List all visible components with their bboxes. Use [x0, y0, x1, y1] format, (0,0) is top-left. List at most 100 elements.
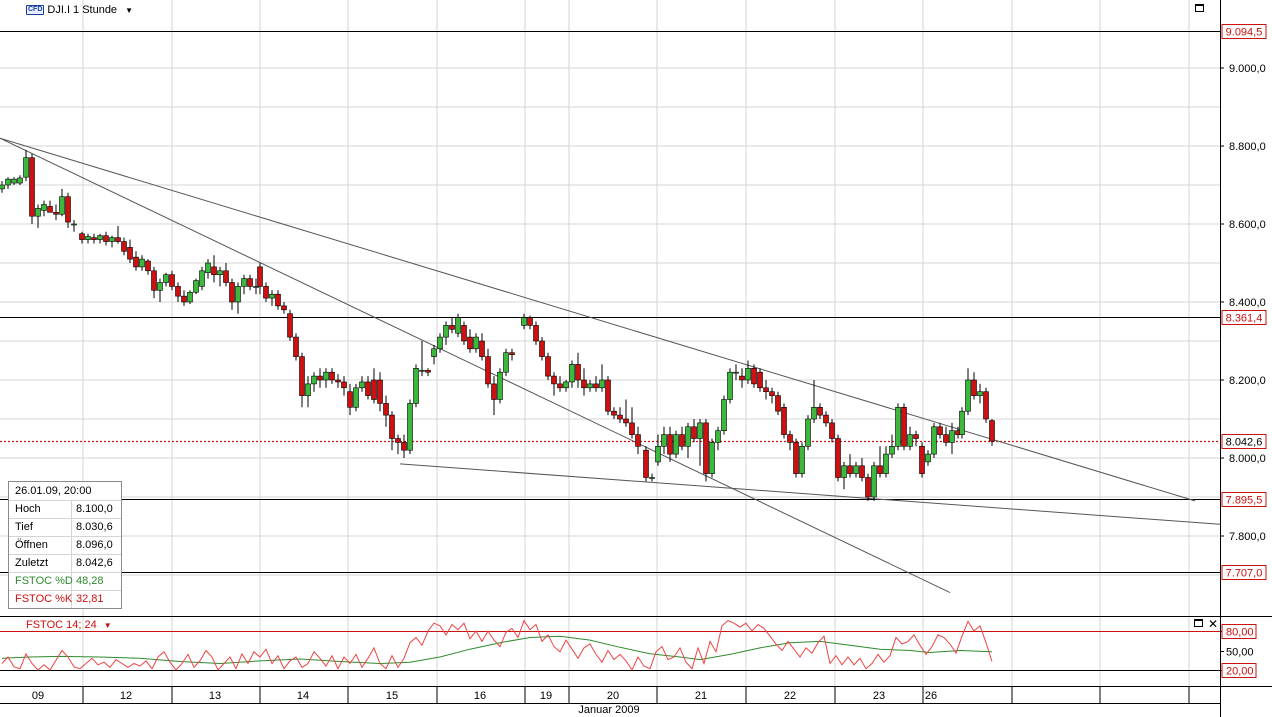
x-tick-label: 22: [784, 690, 796, 702]
info-label: FSTOC %D: [15, 575, 73, 587]
stoch-maximize-icon[interactable]: [1194, 619, 1203, 627]
candle-up: [311, 375, 317, 385]
candle-up: [71, 223, 77, 226]
candle-up: [697, 422, 703, 439]
candle-up: [587, 383, 593, 389]
candle-down: [247, 278, 253, 287]
candle-down: [593, 383, 599, 389]
last-price-label: 8.042,6: [1226, 437, 1263, 449]
candle-down: [103, 235, 109, 242]
candle-down: [133, 256, 139, 268]
candle-down: [859, 465, 865, 478]
candle-down: [317, 375, 323, 381]
candle-down: [293, 336, 299, 357]
candle-up: [205, 262, 211, 274]
candle-down: [817, 406, 823, 416]
candle-down: [377, 379, 383, 404]
x-tick-label: 15: [386, 690, 398, 702]
x-tick-label: 09: [32, 690, 44, 702]
x-tick-label: 19: [540, 690, 552, 702]
stoch-level-label: 20,00: [1226, 666, 1254, 678]
info-value: 8.096,0: [76, 539, 113, 551]
candle-up: [241, 278, 247, 287]
candle-up: [727, 371, 733, 400]
dropdown-caret-icon[interactable]: ▼: [125, 5, 133, 15]
info-label: Tief: [15, 521, 33, 533]
chart-header[interactable]: CFD DJI.I 1 Stunde ▼: [26, 4, 133, 16]
maximize-icon[interactable]: [1195, 4, 1204, 12]
candle-up: [655, 445, 661, 463]
candle-down: [335, 379, 341, 383]
candle-down: [575, 364, 581, 381]
level-label: 9.094,5: [1226, 27, 1263, 39]
stoch-level-box: [1221, 624, 1257, 639]
candle-up: [745, 367, 751, 381]
candle-down: [467, 336, 473, 350]
candle-up: [563, 381, 569, 389]
candle-down: [533, 325, 539, 342]
info-value: 8.030,6: [76, 521, 113, 533]
candle-up: [41, 204, 47, 211]
candle-down: [691, 426, 697, 439]
candle-up: [235, 286, 241, 303]
symbol-label: DJI.I: [47, 4, 71, 16]
candle-down: [425, 369, 431, 373]
candle-down: [65, 196, 71, 223]
candle-up: [139, 258, 145, 268]
info-label: Zuletzt: [15, 557, 49, 569]
candle-down: [395, 438, 401, 443]
candle-down: [635, 434, 641, 447]
candle-up: [811, 406, 817, 420]
stoch-k-line: [1, 619, 993, 672]
candle-down: [365, 381, 371, 396]
candle-up: [949, 430, 955, 443]
candle-up: [359, 381, 365, 389]
candle-up: [931, 426, 937, 455]
candle-up: [35, 208, 41, 217]
candle-down: [329, 371, 335, 381]
candle-up: [59, 196, 65, 215]
candle-up: [497, 371, 503, 400]
candle-up: [217, 270, 223, 275]
candle-up: [5, 178, 11, 186]
level-label-box: [1221, 565, 1267, 580]
candle-up: [455, 317, 461, 334]
stoch-indicator-label[interactable]: FSTOC 14; 24 ▼: [26, 619, 112, 631]
candle-down: [127, 247, 133, 260]
candle-up: [443, 325, 449, 338]
candle-down: [943, 434, 949, 443]
candle-down: [91, 237, 97, 240]
y-tick-label: 8.600,0: [1229, 219, 1266, 231]
candle-up: [805, 418, 811, 447]
candle-down: [751, 367, 757, 385]
candle-up: [977, 391, 983, 396]
candle-down: [347, 391, 353, 408]
candle-down: [793, 442, 799, 474]
candle-down: [485, 356, 491, 385]
candle-up: [437, 336, 443, 350]
candle-down: [79, 233, 85, 240]
info-label: Öffnen: [15, 539, 48, 551]
stoch-caret-icon[interactable]: ▼: [103, 621, 112, 630]
candle-up: [569, 364, 575, 383]
info-datetime: 26.01.09, 20:00: [15, 485, 92, 497]
candle-down: [275, 293, 281, 307]
info-value: 8.100,0: [76, 503, 113, 515]
candle-down: [223, 270, 229, 283]
candle-down: [527, 317, 533, 326]
candle-up: [841, 465, 847, 478]
candle-up: [599, 379, 605, 389]
stoch-close-icon[interactable]: ✕: [1208, 617, 1219, 631]
candle-down: [781, 406, 787, 435]
candle-up: [503, 352, 509, 373]
candle-down: [299, 356, 305, 396]
candle-up: [157, 282, 163, 291]
y-tick-label: 8.000,0: [1229, 453, 1266, 465]
grid: [0, 0, 1220, 686]
candle-up: [661, 434, 667, 447]
y-tick-label: 8.800,0: [1229, 141, 1266, 153]
trendlines: [0, 137, 1221, 594]
candle-down: [287, 313, 293, 338]
candle-up: [17, 177, 23, 184]
candle-down: [623, 418, 629, 424]
